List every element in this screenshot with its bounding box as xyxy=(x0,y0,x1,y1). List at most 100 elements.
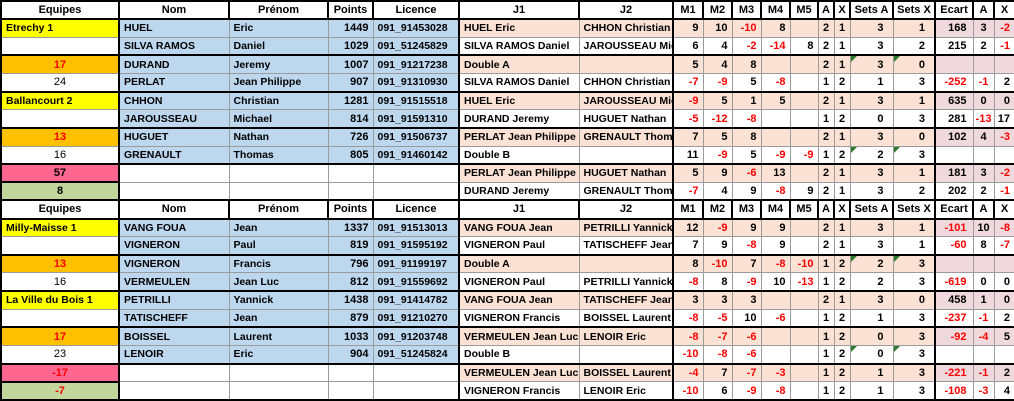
cell-victoires-x[interactable]: 2 xyxy=(833,145,851,166)
cell-victoires-a[interactable]: 2 xyxy=(817,18,835,38)
cell-points[interactable]: 1281 xyxy=(327,91,374,111)
cell-nom[interactable] xyxy=(118,362,230,383)
cell-victoires-a[interactable]: 1 xyxy=(817,254,835,274)
cell-j2[interactable]: TATISCHEFF Jean xyxy=(578,290,674,310)
cell-m5[interactable] xyxy=(789,109,819,129)
cell-m3[interactable]: 8 xyxy=(731,54,762,75)
cell-licence[interactable]: 091_91210270 xyxy=(372,308,460,329)
cell-m3[interactable]: -6 xyxy=(731,163,762,183)
cell-prenom[interactable] xyxy=(228,163,329,183)
cell-sets-x[interactable]: 3 xyxy=(892,109,936,129)
cell-nom[interactable] xyxy=(118,381,230,401)
cell-equipe[interactable] xyxy=(0,236,120,256)
cell-sets-x[interactable]: 1 xyxy=(892,91,936,111)
cell-victoires-a[interactable]: 1 xyxy=(817,326,835,346)
cell-victoires-x[interactable]: 2 xyxy=(833,344,851,365)
cell-equipe[interactable]: 23 xyxy=(0,344,120,365)
cell-j2[interactable] xyxy=(578,54,674,75)
cell-victoires-x[interactable]: 2 xyxy=(833,272,851,293)
cell-sets-a[interactable]: 2 xyxy=(849,272,894,293)
cell-sets-x[interactable]: 0 xyxy=(892,54,936,75)
cell-m1[interactable]: -8 xyxy=(672,326,704,346)
cell-points[interactable]: 1029 xyxy=(327,36,374,57)
cell-victoires-x[interactable]: 2 xyxy=(833,72,851,93)
cell-prenom[interactable]: Jean xyxy=(228,217,329,238)
cell-points[interactable]: 796 xyxy=(327,254,374,274)
cell-victoires-x[interactable]: 1 xyxy=(833,290,851,310)
cell-equipe[interactable] xyxy=(0,109,120,129)
cell-sets-a[interactable]: 0 xyxy=(849,109,894,129)
cell-m3[interactable]: 5 xyxy=(731,145,762,166)
cell-ecart[interactable] xyxy=(934,254,974,274)
cell-points[interactable] xyxy=(327,381,374,401)
cell-victoires-x[interactable]: 1 xyxy=(833,54,851,75)
cell-victoires-x[interactable]: 2 xyxy=(833,308,851,329)
cell-ecart-a[interactable]: 0 xyxy=(972,91,995,111)
cell-m1[interactable]: -7 xyxy=(672,72,704,93)
cell-victoires-a[interactable]: 2 xyxy=(817,163,835,183)
cell-licence[interactable]: 091_51245829 xyxy=(372,36,460,57)
cell-m3[interactable]: 3 xyxy=(731,290,762,310)
cell-ecart-x[interactable]: -2 xyxy=(993,163,1014,183)
cell-nom[interactable]: VANG FOUA xyxy=(118,217,230,238)
cell-ecart-a[interactable]: 3 xyxy=(972,18,995,38)
cell-j1[interactable]: Double A xyxy=(458,254,580,274)
cell-m1[interactable]: -8 xyxy=(672,272,704,293)
cell-victoires-x[interactable]: 1 xyxy=(833,163,851,183)
cell-nom[interactable] xyxy=(118,181,230,202)
cell-nom[interactable]: JAROUSSEAU xyxy=(118,109,230,129)
cell-victoires-a[interactable]: 1 xyxy=(817,344,835,365)
cell-j1[interactable]: VIGNERON Francis xyxy=(458,308,580,329)
cell-m1[interactable]: 8 xyxy=(672,254,704,274)
cell-sets-x[interactable]: 1 xyxy=(892,217,936,238)
cell-ecart-a[interactable]: -1 xyxy=(972,308,995,329)
cell-m5[interactable] xyxy=(789,381,819,401)
cell-m3[interactable]: -7 xyxy=(731,362,762,383)
cell-j2[interactable]: LENOIR Eric xyxy=(578,381,674,401)
cell-m3[interactable]: 5 xyxy=(731,72,762,93)
cell-ecart-x[interactable]: -1 xyxy=(993,36,1014,57)
cell-victoires-a[interactable]: 1 xyxy=(817,109,835,129)
cell-ecart-a[interactable]: -4 xyxy=(972,326,995,346)
cell-m3[interactable]: -9 xyxy=(731,272,762,293)
cell-sets-a[interactable]: 1 xyxy=(849,72,894,93)
cell-sets-a[interactable]: 3 xyxy=(849,290,894,310)
cell-j1[interactable]: VIGNERON Paul xyxy=(458,236,580,256)
cell-prenom[interactable]: Jean Philippe xyxy=(228,72,329,93)
cell-m4[interactable]: -14 xyxy=(760,36,791,57)
cell-m2[interactable]: -7 xyxy=(702,326,733,346)
cell-j1[interactable]: VERMEULEN Jean Luc xyxy=(458,326,580,346)
cell-prenom[interactable]: Daniel xyxy=(228,36,329,57)
cell-nom[interactable]: PETRILLI xyxy=(118,290,230,310)
cell-licence[interactable]: 091_91217238 xyxy=(372,54,460,75)
cell-j2[interactable]: PETRILLI Yannick xyxy=(578,217,674,238)
cell-m5[interactable] xyxy=(789,217,819,238)
cell-sets-x[interactable]: 3 xyxy=(892,272,936,293)
cell-m4[interactable]: -3 xyxy=(760,362,791,383)
cell-ecart-x[interactable] xyxy=(993,344,1014,365)
cell-ecart-a[interactable]: 2 xyxy=(972,181,995,202)
cell-sets-a[interactable]: 1 xyxy=(849,308,894,329)
cell-m4[interactable] xyxy=(760,290,791,310)
cell-m4[interactable]: -6 xyxy=(760,308,791,329)
cell-sets-x[interactable]: 2 xyxy=(892,36,936,57)
cell-licence[interactable]: 091_51245824 xyxy=(372,344,460,365)
cell-m4[interactable]: 9 xyxy=(760,217,791,238)
cell-m5[interactable] xyxy=(789,326,819,346)
cell-ecart[interactable]: 202 xyxy=(934,181,974,202)
cell-ecart-a[interactable]: -1 xyxy=(972,72,995,93)
cell-j2[interactable]: JAROUSSEAU Michael xyxy=(578,91,674,111)
cell-prenom[interactable]: Francis xyxy=(228,254,329,274)
cell-j1[interactable]: VANG FOUA Jean xyxy=(458,217,580,238)
cell-licence[interactable]: 091_91595192 xyxy=(372,236,460,256)
cell-points[interactable] xyxy=(327,181,374,202)
cell-equipe[interactable]: 16 xyxy=(0,145,120,166)
cell-victoires-x[interactable]: 2 xyxy=(833,326,851,346)
cell-ecart[interactable]: -60 xyxy=(934,236,974,256)
cell-m2[interactable]: 8 xyxy=(702,272,733,293)
cell-j1[interactable]: SILVA RAMOS Daniel xyxy=(458,36,580,57)
cell-ecart-x[interactable]: 2 xyxy=(993,72,1014,93)
cell-victoires-x[interactable]: 1 xyxy=(833,236,851,256)
cell-sets-a[interactable]: 3 xyxy=(849,54,894,75)
cell-points[interactable]: 805 xyxy=(327,145,374,166)
